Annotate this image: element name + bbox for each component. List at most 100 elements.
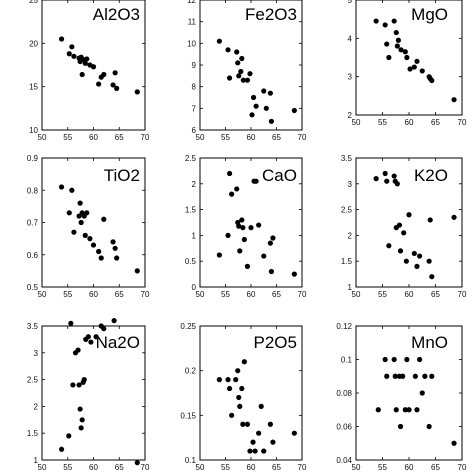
- panel-tio2: 50 55 60 65 70 0.5 0.6 0.7 0.8 0.9 TiO2: [27, 154, 150, 299]
- data-point: [258, 403, 264, 409]
- data-point: [291, 107, 297, 114]
- x-tick-label: 55: [63, 463, 72, 472]
- y-tick-label: 5: [348, 0, 353, 5]
- data-point: [239, 385, 245, 392]
- data-point: [90, 242, 97, 248]
- data-point: [76, 382, 82, 388]
- data-point: [429, 274, 435, 280]
- data-point: [237, 403, 243, 409]
- y-tick-label: 2: [192, 180, 197, 189]
- data-point: [247, 71, 253, 77]
- data-point: [395, 37, 401, 43]
- data-point: [134, 89, 140, 95]
- data-point: [110, 82, 116, 88]
- x-tick-label: 65: [272, 133, 281, 142]
- y-tick-label: 0.25: [180, 322, 196, 331]
- data-point: [267, 421, 273, 427]
- panel-title: Al2O3: [93, 5, 140, 24]
- data-point: [84, 210, 90, 216]
- y-tick-label: 7: [192, 104, 197, 113]
- x-tick-label: 65: [431, 118, 440, 127]
- data-point: [216, 38, 222, 44]
- y-tick-label: 3: [348, 73, 353, 82]
- data-point: [225, 232, 231, 238]
- y-tick-label: 0.6: [27, 251, 39, 260]
- data-point: [236, 394, 242, 401]
- y-tick-label: 2.5: [341, 206, 353, 215]
- data-point: [391, 18, 397, 24]
- data-point: [417, 356, 423, 363]
- data-point: [82, 60, 88, 66]
- data-point: [71, 53, 77, 59]
- x-tick-label: 50: [38, 463, 47, 472]
- data-point: [402, 407, 408, 413]
- data-point: [69, 187, 75, 193]
- data-point: [71, 229, 77, 235]
- y-tick-label: 0.04: [336, 456, 352, 465]
- data-point: [111, 318, 117, 324]
- x-tick-label: 55: [378, 118, 387, 127]
- x-tick-label: 70: [141, 290, 150, 299]
- y-tick-label: 10: [187, 39, 196, 48]
- x-tick-label: 70: [298, 133, 307, 142]
- data-point: [93, 334, 99, 340]
- data-point: [114, 85, 120, 91]
- data-point: [75, 347, 81, 353]
- y-tick-label: 1: [348, 283, 353, 292]
- data-point: [110, 239, 116, 245]
- data-point: [238, 68, 244, 75]
- y-tick-label: 3.5: [341, 154, 353, 163]
- data-point: [427, 217, 433, 223]
- data-point: [406, 407, 412, 413]
- data-point: [404, 54, 410, 61]
- data-point: [391, 173, 397, 179]
- x-tick-label: 50: [38, 133, 47, 142]
- data-point: [69, 44, 75, 50]
- x-tick-label: 50: [352, 463, 361, 472]
- data-point: [291, 430, 297, 436]
- y-tick-label: 1: [192, 231, 197, 240]
- data-point: [397, 248, 404, 254]
- data-point: [226, 170, 233, 177]
- x-tick-label: 50: [196, 290, 205, 299]
- x-tick-label: 55: [221, 133, 230, 142]
- panel-title: MgO: [411, 5, 448, 24]
- data-point: [256, 222, 262, 228]
- x-tick-label: 55: [221, 290, 230, 299]
- data-point: [414, 58, 420, 64]
- data-point: [261, 88, 267, 94]
- data-point: [382, 22, 388, 28]
- data-point: [414, 407, 420, 413]
- x-tick-label: 65: [115, 290, 124, 299]
- data-point: [426, 258, 432, 264]
- data-point: [79, 71, 85, 78]
- y-tick-label: 2.5: [27, 376, 39, 385]
- x-tick-label: 50: [38, 290, 47, 299]
- data-point: [96, 248, 102, 255]
- data-point: [394, 181, 400, 187]
- data-point: [268, 118, 274, 124]
- data-point: [247, 448, 253, 454]
- data-point: [267, 240, 273, 246]
- y-tick-label: 0.2: [185, 367, 197, 376]
- panel-al2o3: 50 55 60 65 70 10 15 20 25 Al2O3: [29, 0, 150, 142]
- data-point: [248, 225, 254, 231]
- data-point: [419, 68, 425, 74]
- data-point: [426, 423, 432, 430]
- panel-mgo: 50 55 60 65 70 2 3 4 5 MgO: [348, 0, 467, 127]
- x-tick-label: 60: [247, 290, 256, 299]
- data-point: [229, 412, 235, 418]
- data-point: [101, 71, 107, 78]
- data-point: [244, 263, 251, 269]
- x-tick-label: 70: [458, 463, 467, 472]
- data-point: [429, 373, 435, 379]
- panel-p2o5: 50 55 60 65 70 0.1 0.15 0.2 0.25 P2O5: [180, 322, 307, 472]
- data-point: [96, 81, 102, 87]
- data-point: [101, 216, 107, 222]
- data-point: [241, 236, 247, 243]
- x-tick-label: 50: [196, 133, 205, 142]
- data-point: [90, 64, 97, 70]
- data-point: [400, 373, 406, 379]
- data-point: [79, 417, 85, 423]
- y-tick-label: 3: [348, 180, 353, 189]
